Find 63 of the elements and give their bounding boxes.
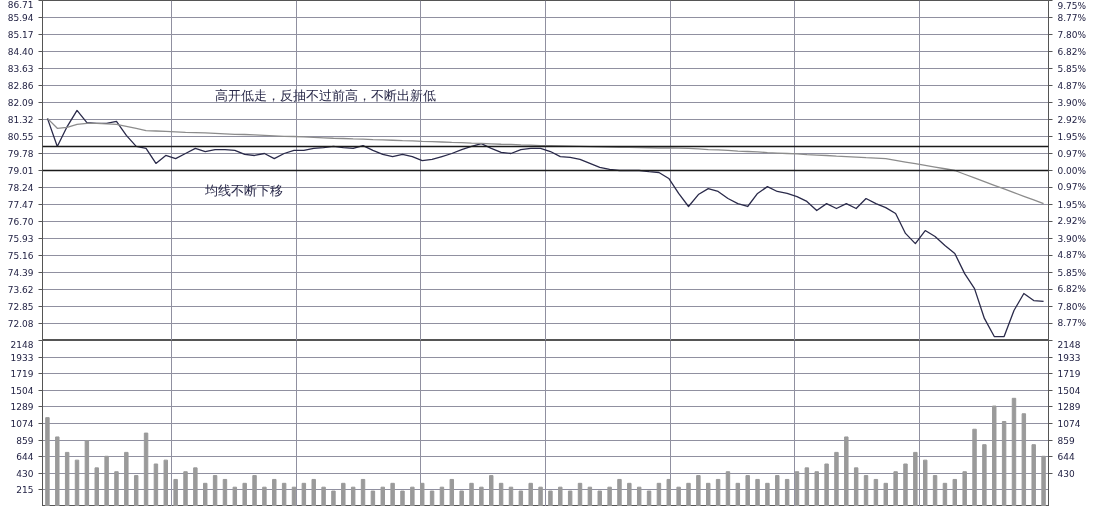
y-tick-label: 85.94 (7, 13, 34, 23)
y-tick-label: 644 (16, 452, 34, 463)
y-tick-label: 86.71 (7, 0, 34, 10)
y2-tick-label: 5.85% (1057, 63, 1087, 74)
y2-tick-label: 1933 (1057, 352, 1081, 363)
y-tick-label: 1933 (10, 352, 34, 363)
y2-tick-label: 430 (1057, 468, 1075, 479)
y-tick-label: 859 (16, 435, 34, 446)
y-tick-label: 2148 (10, 339, 34, 350)
y2-tick-label: 1719 (1057, 369, 1081, 380)
y2-tick-label: 4.87% (1057, 80, 1087, 91)
y2-tick-label: 0.97% (1057, 148, 1087, 159)
y2-tick-label: 0.00% (1057, 165, 1087, 176)
y2-tick-label: 1.95% (1057, 199, 1087, 210)
y2-tick-label: 6.82% (1057, 46, 1087, 57)
y2-tick-label: 1289 (1057, 402, 1081, 413)
y-tick-label: 79.01 (7, 166, 34, 176)
y-tick-label: 72.85 (7, 302, 34, 312)
y2-tick-label: 8.77% (1057, 12, 1087, 23)
y2-tick-label: 8.77% (1057, 318, 1087, 329)
y-tick-label: 1719 (10, 369, 34, 380)
y-tick-label: 85.17 (7, 30, 34, 40)
y-tick-label: 73.62 (7, 285, 34, 295)
y2-tick-label: 1074 (1057, 419, 1081, 429)
y-tick-label: 1289 (10, 402, 34, 413)
y-tick-label: 79.78 (7, 149, 34, 159)
y2-tick-label: 2.92% (1057, 114, 1087, 125)
y-tick-label: 84.40 (7, 47, 34, 57)
y2-tick-label: 5.85% (1057, 267, 1087, 278)
y2-tick-label: 1.95% (1057, 131, 1087, 142)
y2-tick-label: 7.80% (1057, 301, 1087, 312)
y-tick-label: 75.16 (7, 251, 34, 261)
y-tick-label: 80.55 (7, 132, 34, 142)
y2-tick-label: 9.75% (1057, 0, 1087, 11)
y2-tick-label: 2148 (1057, 339, 1081, 350)
annotation: 均线不断下移 (204, 182, 284, 198)
y2-tick-label: 0.97% (1057, 182, 1087, 193)
line-series (46, 117, 1045, 205)
y2-tick-label: 6.82% (1057, 284, 1087, 295)
y-tick-label: 78.24 (7, 183, 34, 193)
y-tick-label: 82.86 (7, 81, 34, 91)
y-tick-label: 75.93 (7, 234, 34, 244)
y-tick-label: 1074 (10, 419, 34, 429)
y2-tick-label: 644 (1057, 452, 1075, 463)
y2-tick-label: 7.80% (1057, 29, 1087, 40)
y-tick-label: 81.32 (7, 115, 34, 125)
y-tick-label: 76.70 (7, 217, 34, 227)
y2-tick-label: 3.90% (1057, 233, 1087, 244)
y2-tick-label: 859 (1057, 435, 1075, 446)
annotation: 高开低走，反抽不过前高，不断出新低 (215, 87, 437, 103)
y-tick-label: 430 (16, 468, 34, 479)
y2-tick-label: 1504 (1057, 385, 1081, 396)
y-tick-label: 1504 (10, 385, 34, 396)
line-series (46, 109, 1045, 338)
y-tick-label: 215 (16, 485, 34, 496)
y-tick-label: 82.09 (7, 98, 34, 108)
y-tick-label: 72.08 (7, 319, 34, 329)
y2-tick-label: 2.92% (1057, 216, 1087, 227)
y-tick-label: 74.39 (7, 268, 34, 278)
y2-tick-label: 3.90% (1057, 97, 1087, 108)
y-tick-label: 83.63 (7, 64, 34, 74)
y2-tick-label: 4.87% (1057, 250, 1087, 261)
y-tick-label: 77.47 (7, 200, 34, 210)
